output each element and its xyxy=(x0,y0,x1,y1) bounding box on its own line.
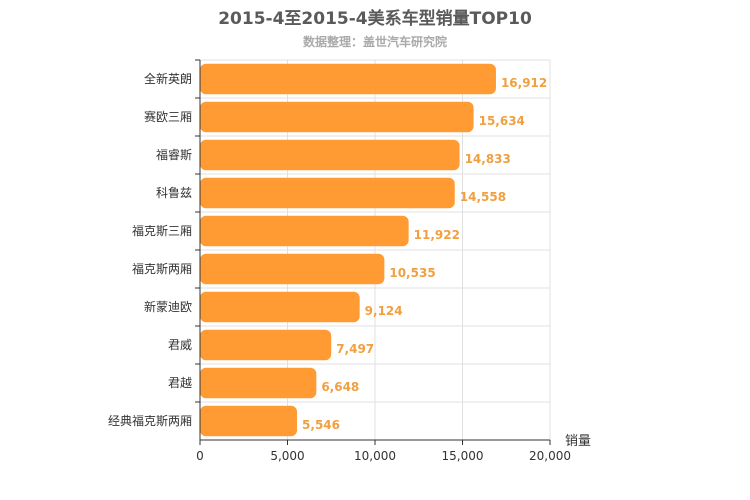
bar xyxy=(200,215,409,247)
bar xyxy=(200,101,474,133)
category-label: 新蒙迪欧 xyxy=(144,299,192,314)
bar xyxy=(200,139,460,171)
category-label: 福睿斯 xyxy=(156,147,192,162)
x-tick-label: 0 xyxy=(196,449,204,463)
value-label: 7,497 xyxy=(336,342,374,356)
bar xyxy=(200,405,298,437)
axes xyxy=(195,59,551,445)
value-label: 5,546 xyxy=(302,418,340,432)
value-label: 16,912 xyxy=(501,76,547,90)
category-label: 君越 xyxy=(168,376,192,390)
bar xyxy=(200,253,385,285)
category-label: 福克斯三厢 xyxy=(132,223,192,238)
bar xyxy=(200,291,360,323)
bar xyxy=(200,329,332,361)
chart-title: 2015-4至2015-4美系车型销量TOP10 xyxy=(218,8,532,29)
grid-lines xyxy=(200,59,551,441)
x-tick-label: 10,000 xyxy=(354,449,396,463)
labels: 0 5,000 10,000 15,000 20,000 全新英朗 16,912 赛欧三厢 15… xyxy=(108,71,571,463)
value-label: 15,634 xyxy=(479,114,525,128)
x-axis-name: 销量 xyxy=(565,434,591,449)
value-label: 14,558 xyxy=(460,190,506,204)
category-label: 君威 xyxy=(168,338,192,352)
bar xyxy=(200,367,317,399)
category-label: 福克斯两厢 xyxy=(132,261,192,276)
category-label: 科鲁兹 xyxy=(156,186,192,200)
value-label: 10,535 xyxy=(389,266,435,280)
value-label: 9,124 xyxy=(365,304,403,318)
category-label: 全新英朗 xyxy=(144,71,192,86)
x-tick-label: 15,000 xyxy=(442,449,484,463)
bar xyxy=(200,177,455,209)
bar xyxy=(200,63,496,95)
value-label: 14,833 xyxy=(465,152,511,166)
x-tick-label: 5,000 xyxy=(270,449,304,463)
value-label: 6,648 xyxy=(321,380,359,394)
bars xyxy=(200,63,496,437)
category-label: 赛欧三厢 xyxy=(144,109,192,124)
category-label: 经典福克斯两厢 xyxy=(108,413,192,428)
value-label: 11,922 xyxy=(414,228,460,242)
chart-subtitle: 数据整理：盖世汽车研究院 xyxy=(303,34,447,49)
x-tick-label: 20,000 xyxy=(529,449,571,463)
